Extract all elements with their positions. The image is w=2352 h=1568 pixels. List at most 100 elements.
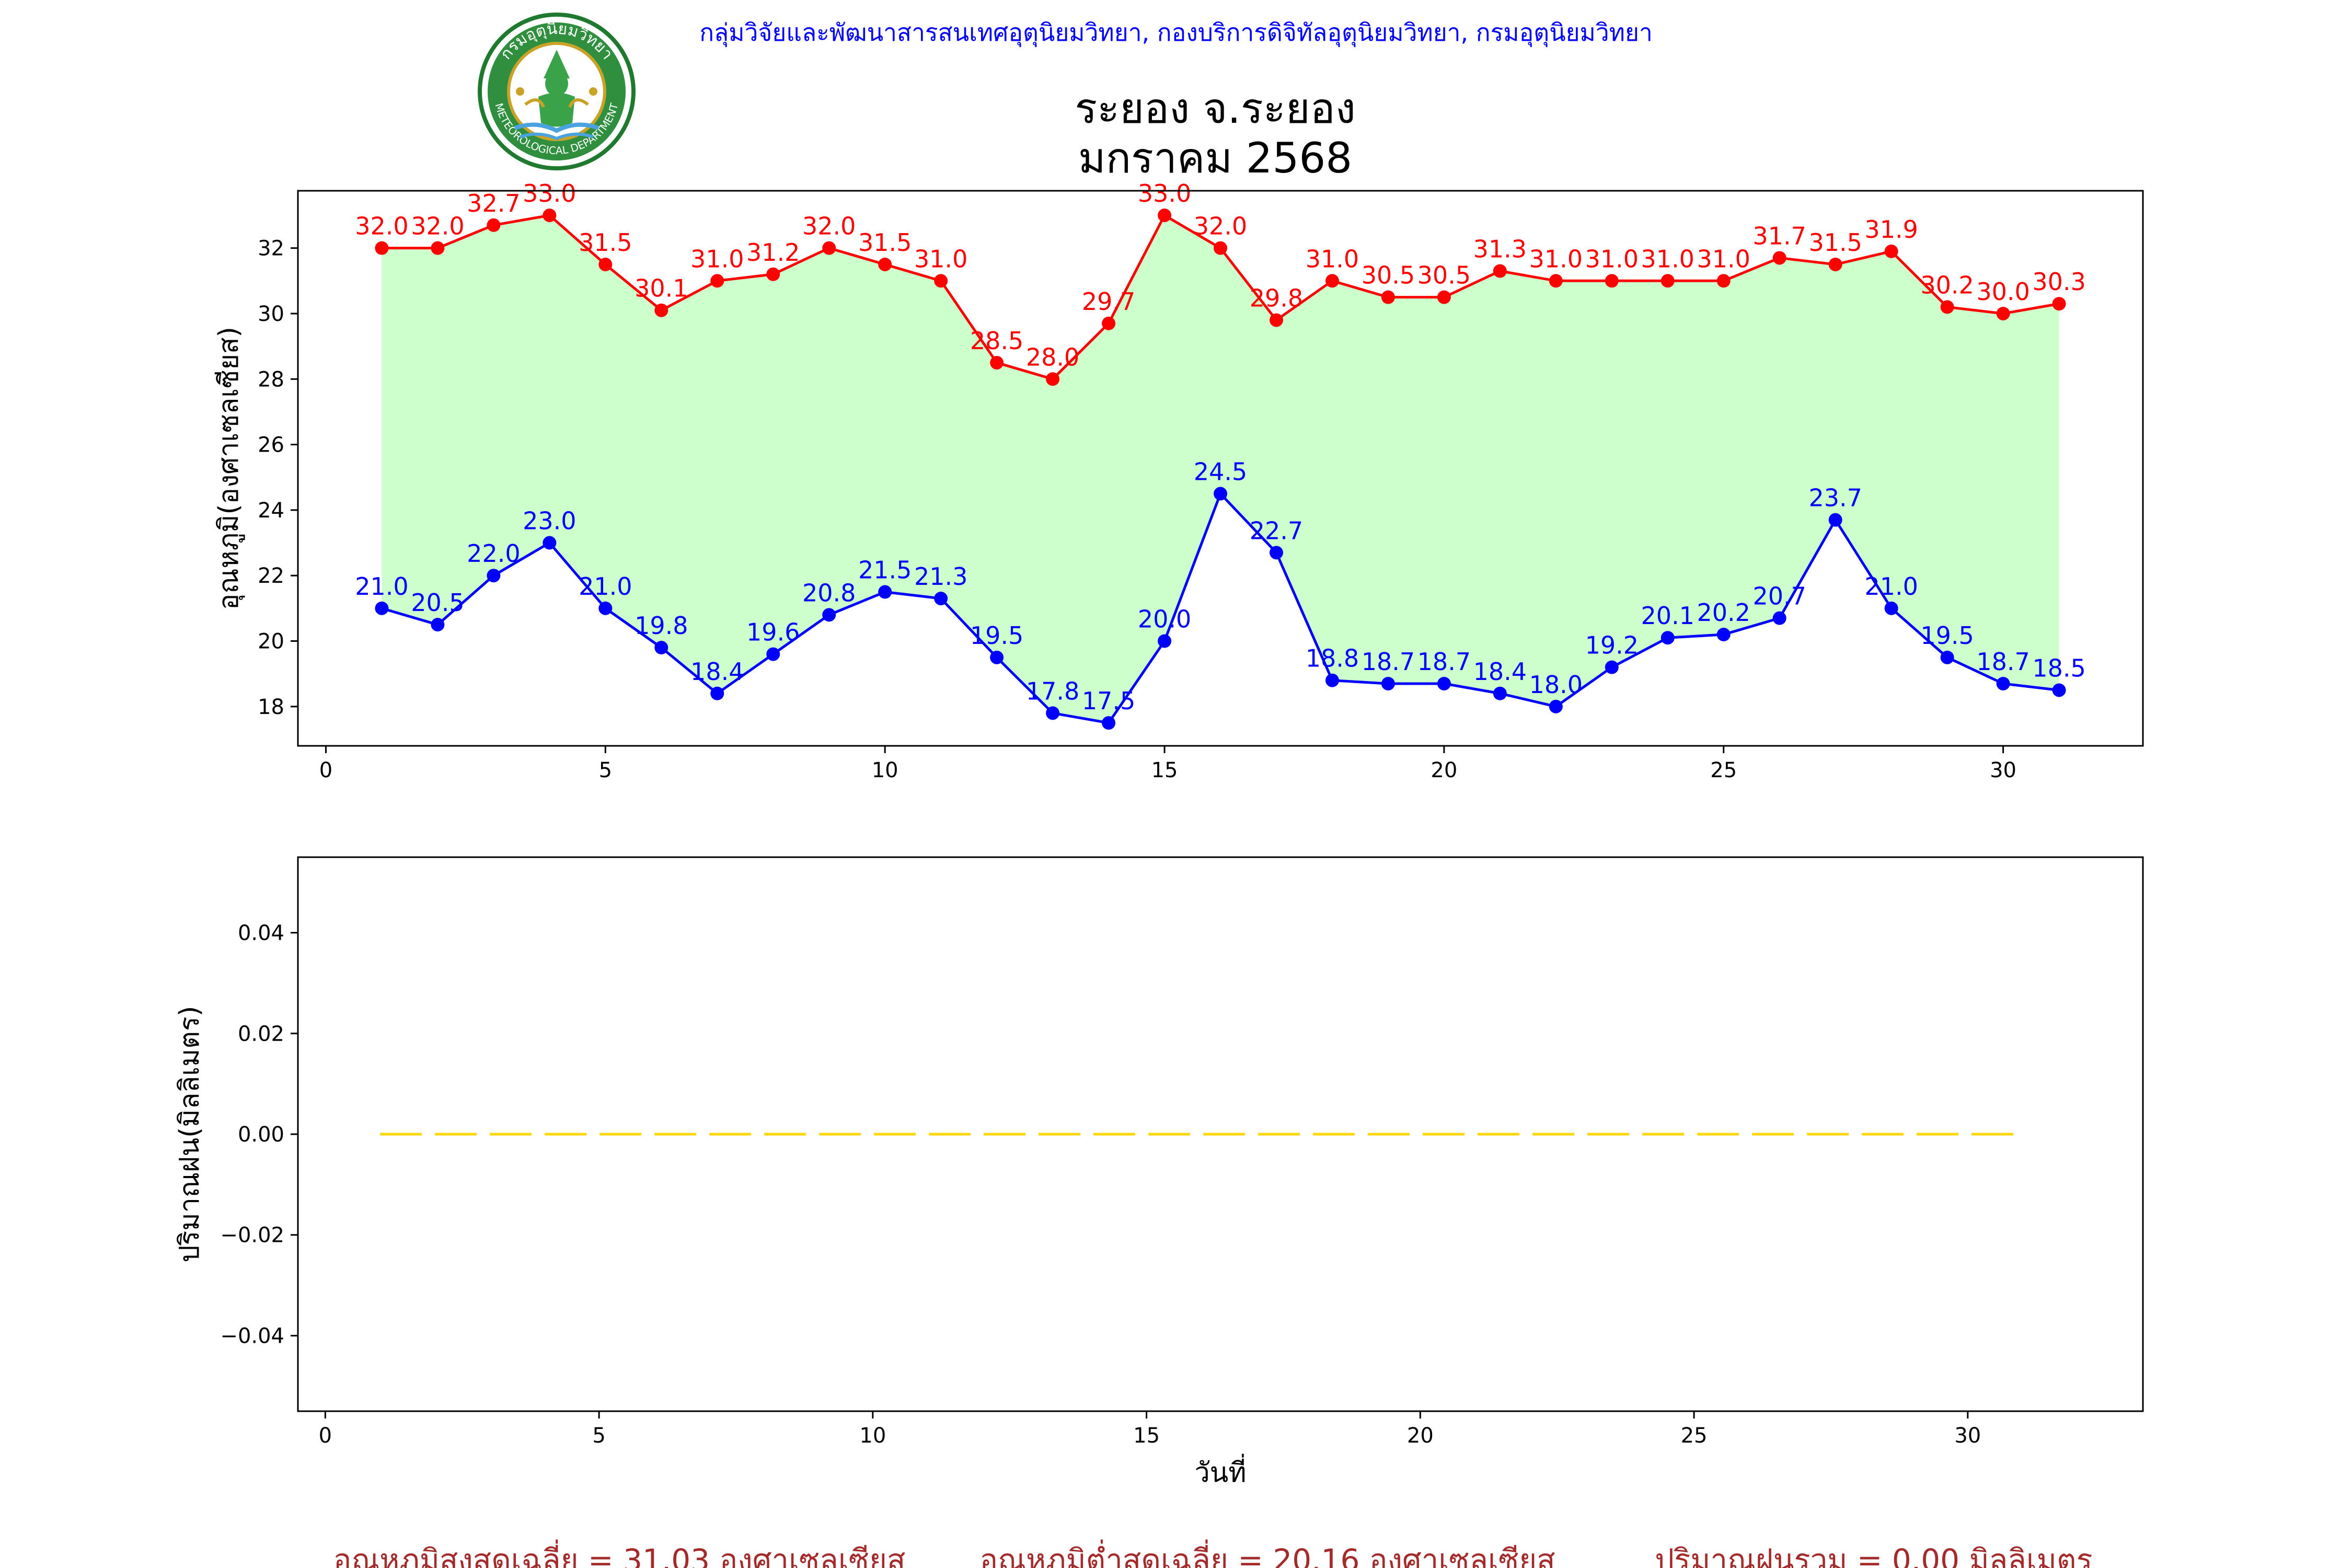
- min-temp-point: [1493, 686, 1507, 700]
- max-temp-point: [654, 303, 668, 317]
- min-temp-point: [1605, 660, 1619, 674]
- min-temp-data-label: 20.7: [1753, 582, 1806, 610]
- min-temp-point: [1046, 706, 1060, 720]
- max-temp-data-label: 30.0: [1976, 278, 2030, 306]
- temp-y-tick-label: 20: [258, 630, 284, 654]
- max-temp-point: [598, 257, 613, 271]
- logo-figure: [514, 50, 599, 141]
- temp-x-tick-label: 0: [319, 758, 332, 782]
- temp-y-tick-label: 26: [258, 433, 284, 457]
- max-temp-point: [487, 218, 501, 232]
- max-temp-point: [1046, 372, 1060, 386]
- max-temp-point: [878, 257, 892, 271]
- min-temp-data-label: 21.5: [858, 556, 912, 584]
- rain-x-tick-label: 0: [319, 1424, 332, 1448]
- avg-max-temp-summary: อุณหภูมิสูงสุดเฉลี่ย = 31.03 องศาเซลเซีย…: [333, 1539, 906, 1568]
- min-temp-data-label: 21.0: [355, 572, 408, 601]
- max-temp-point: [1884, 244, 1898, 258]
- max-temp-data-label: 31.0: [1529, 245, 1583, 273]
- min-temp-data-label: 20.0: [1138, 605, 1191, 633]
- min-temp-data-label: 18.7: [1976, 648, 2030, 676]
- min-temp-point: [878, 585, 892, 599]
- rain-x-tick-label: 25: [1681, 1424, 1708, 1448]
- temperature-range-fill: [382, 215, 2059, 723]
- min-temp-data-label: 19.6: [746, 618, 800, 647]
- min-temp-point: [487, 569, 501, 583]
- chart-title-line2: มกราคม 2568: [1078, 134, 1352, 182]
- max-temp-point: [822, 241, 836, 255]
- min-temp-data-label: 18.7: [1417, 648, 1471, 676]
- max-temp-data-label: 30.2: [1920, 271, 1974, 299]
- min-temp-data-label: 21.0: [1864, 572, 1918, 601]
- min-temp-point: [1437, 676, 1451, 690]
- min-temp-data-label: 23.7: [1808, 484, 1862, 512]
- max-temp-point: [431, 241, 445, 255]
- min-temp-data-label: 22.0: [467, 539, 520, 568]
- min-temp-point: [431, 618, 445, 632]
- min-temp-point: [1381, 676, 1395, 690]
- temp-y-tick-label: 18: [258, 695, 284, 719]
- agency-text: กลุ่มวิจัยและพัฒนาสารสนเทศอุตุนิยมวิทยา,…: [699, 18, 1653, 48]
- min-temp-point: [766, 647, 780, 661]
- min-temp-data-label: 20.2: [1697, 598, 1750, 627]
- min-temp-data-label: 18.0: [1529, 671, 1583, 699]
- max-temp-data-label: 31.7: [1753, 222, 1806, 250]
- max-temp-data-label: 31.0: [914, 245, 967, 273]
- min-temp-point: [934, 592, 948, 606]
- rain-y-tick-label: 0.02: [238, 1022, 284, 1046]
- min-temp-point: [1772, 611, 1786, 625]
- min-temp-point: [598, 601, 613, 615]
- min-temp-data-label: 18.5: [2032, 654, 2085, 682]
- temp-y-tick-label: 22: [258, 564, 284, 588]
- max-temp-point: [766, 267, 780, 281]
- min-temp-point: [1884, 601, 1898, 615]
- min-temp-data-label: 21.3: [914, 562, 967, 591]
- x-axis-label: วันที่: [1194, 1454, 1246, 1489]
- max-temp-data-label: 28.5: [970, 327, 1023, 355]
- min-temp-point: [990, 650, 1004, 664]
- max-temp-point: [1102, 316, 1116, 330]
- min-temp-data-label: 20.1: [1641, 602, 1694, 630]
- temp-x-tick-label: 15: [1151, 758, 1178, 782]
- max-temp-point: [1158, 208, 1172, 222]
- total-rain-summary: ปริมาณฝนรวม = 0.00 มิลลิเมตร: [1655, 1542, 2092, 1568]
- max-temp-point: [1716, 274, 1731, 288]
- min-temp-data-label: 20.8: [802, 579, 856, 607]
- rainfall-panel: 0 5 10 15 20 25 30 −0.04 −0.02 0.00 0.02 0.04 ปริม…: [174, 856, 2144, 1489]
- max-temp-point: [375, 241, 389, 255]
- rain-x-tick-label: 10: [859, 1424, 886, 1448]
- temp-x-tick-label: 20: [1431, 758, 1457, 782]
- temp-x-tick-label: 10: [872, 758, 898, 782]
- min-temp-point: [1716, 627, 1731, 641]
- max-temp-point: [1325, 274, 1339, 288]
- max-temp-data-label: 32.7: [467, 189, 520, 217]
- max-temp-data-label: 30.3: [2032, 268, 2085, 296]
- max-temp-data-label: 29.7: [1082, 287, 1135, 316]
- max-temp-point: [1940, 300, 1954, 314]
- min-temp-data-label: 17.5: [1082, 687, 1135, 715]
- temperature-panel: 32.0 32.032.7 33.031.530.131.0 31.232.031.5…: [213, 179, 2144, 782]
- max-temp-data-label: 31.0: [1697, 245, 1750, 273]
- max-temp-data-label: 31.5: [1808, 228, 1862, 257]
- max-temp-data-label: 32.0: [1194, 212, 1247, 240]
- max-temp-point: [1269, 313, 1283, 327]
- min-temp-data-label: 22.7: [1250, 516, 1303, 545]
- min-temp-point: [1828, 513, 1842, 527]
- max-temp-data-label: 31.3: [1473, 235, 1527, 263]
- rain-y-tick-label: −0.02: [220, 1224, 284, 1248]
- max-temp-point: [543, 208, 557, 222]
- max-temp-data-label: 31.0: [1306, 245, 1359, 273]
- temperature-plot-frame: [297, 190, 2144, 747]
- min-temp-data-label: 19.8: [635, 612, 688, 640]
- max-temp-point: [1214, 241, 1227, 255]
- department-logo: กรมอุตุนิยมวิทยา METEOROLOGICAL DEPARTME…: [478, 13, 636, 170]
- max-temp-data-label: 31.0: [1585, 245, 1639, 273]
- max-temp-data-label: 30.5: [1417, 261, 1471, 290]
- min-temp-point: [1940, 650, 1954, 664]
- avg-min-temp-summary: อุณหภูมิต่ำสุดเฉลี่ย = 20.16 องศาเซลเซีย…: [979, 1539, 1555, 1568]
- max-temp-data-label: 31.0: [1641, 245, 1694, 273]
- min-temp-point: [2052, 683, 2066, 697]
- min-temp-data-label: 18.8: [1306, 644, 1359, 673]
- min-temp-point: [1214, 487, 1227, 501]
